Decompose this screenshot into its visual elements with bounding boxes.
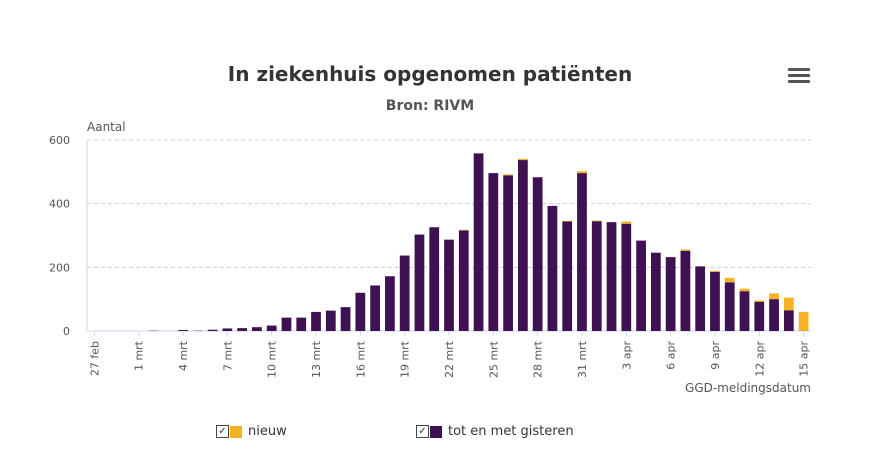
x-tick-label: 7 mrt [221,340,234,371]
bar-nieuw [769,293,779,300]
bar-tot-en-met-gisteren [207,329,218,331]
x-tick-label: 13 mrt [310,340,323,378]
x-tick-label: 19 mrt [399,340,412,378]
bar-tot-en-met-gisteren [591,221,602,331]
bar-tot-en-met-gisteren [281,317,292,331]
bar-nieuw [783,297,794,311]
bar-tot-en-met-gisteren [503,175,513,331]
bar-tot-en-met-gisteren [695,266,706,331]
x-tick-label: 28 mrt [532,340,545,378]
x-tick-label: 12 apr [753,341,766,377]
bar-tot-en-met-gisteren [621,223,632,331]
y-axis-title: Aantal [87,120,126,134]
bar-tot-en-met-gisteren [385,276,395,331]
bar-tot-en-met-gisteren [650,252,661,331]
x-axis-title: GGD-meldingsdatum [685,381,811,395]
chart-subtitle: Bron: RIVM [385,98,475,114]
bar-tot-en-met-gisteren [355,292,366,331]
bar-tot-en-met-gisteren [311,311,321,331]
bar-tot-en-met-gisteren [783,310,794,331]
chart-title: In ziekenhuis opgenomen patiënten [227,62,633,86]
bar-tot-en-met-gisteren [739,291,750,331]
bar-tot-en-met-gisteren [547,205,558,331]
bar-tot-en-met-gisteren [296,317,307,331]
bar-tot-en-met-gisteren [222,328,233,331]
y-tick-label: 400 [49,198,70,211]
bar-tot-en-met-gisteren [473,153,484,331]
x-tick-label: 1 mrt [133,340,146,371]
x-tick-label: 31 mrt [576,340,589,378]
checkbox-icon[interactable]: ✓ [216,425,229,438]
bar-tot-en-met-gisteren [518,160,528,331]
x-tick-label: 10 mrt [266,340,279,378]
bar-nieuw [739,288,750,292]
bar-tot-en-met-gisteren [252,327,262,331]
bar-tot-en-met-gisteren [680,250,691,331]
legend-item-tot-en-met-gisteren[interactable]: ✓ tot en met gisteren [416,424,574,439]
bar-nieuw [518,158,528,161]
x-tick-label: 9 apr [709,341,722,370]
bar-nieuw [577,171,587,174]
x-tick-label: 6 apr [665,341,678,370]
bar-tot-en-met-gisteren [665,257,676,331]
bar-tot-en-met-gisteren [458,230,469,331]
bar-tot-en-met-gisteren [429,227,440,331]
x-tick-label: 15 apr [798,341,811,377]
x-tick-label: 25 mrt [487,340,500,378]
bar-tot-en-met-gisteren [178,330,188,331]
bar-tot-en-met-gisteren [399,255,410,331]
legend-swatch [430,425,442,438]
bar-tot-en-met-gisteren [266,325,277,331]
bar-tot-en-met-gisteren [769,299,779,331]
bar-tot-en-met-gisteren [340,307,351,331]
bar-nieuw [754,300,765,302]
x-tick-label: 16 mrt [354,340,367,378]
bar-tot-en-met-gisteren [325,310,336,331]
bar-tot-en-met-gisteren [724,282,735,331]
bar-tot-en-met-gisteren [532,177,543,331]
hamburger-menu-icon[interactable] [788,68,810,86]
bar-tot-en-met-gisteren [237,328,248,331]
x-tick-label: 4 mrt [177,340,190,371]
bar-tot-en-met-gisteren [562,221,573,331]
bar-nieuw [458,229,469,231]
bar-tot-en-met-gisteren [414,234,425,331]
legend-swatch [230,425,242,438]
bar-nieuw [621,221,632,224]
legend-label: nieuw [248,424,287,439]
bar-tot-en-met-gisteren [444,239,454,331]
bar-tot-en-met-gisteren [606,222,617,331]
legend-item-nieuw[interactable]: ✓ nieuw [216,424,287,439]
bar-nieuw [710,270,720,272]
bar-nieuw [798,311,809,331]
x-tick-label: 22 mrt [443,340,456,378]
bar-nieuw [562,220,573,222]
bar-tot-en-met-gisteren [710,271,720,331]
bar-tot-en-met-gisteren [370,285,380,331]
bar-tot-en-met-gisteren [577,173,587,331]
bar-tot-en-met-gisteren [488,173,499,331]
x-tick-label: 3 apr [620,341,633,370]
legend-label: tot en met gisteren [448,424,574,439]
bar-nieuw [591,220,602,222]
bar-tot-en-met-gisteren [754,301,765,331]
bar-tot-en-met-gisteren [636,240,646,331]
checkbox-icon[interactable]: ✓ [416,425,429,438]
y-tick-label: 600 [49,134,70,147]
bar-nieuw [724,277,735,283]
bar-nieuw [503,174,513,176]
y-tick-label: 0 [63,325,70,338]
y-tick-label: 200 [49,261,70,274]
bar-nieuw [680,249,691,251]
x-tick-label: 27 feb [88,341,101,376]
